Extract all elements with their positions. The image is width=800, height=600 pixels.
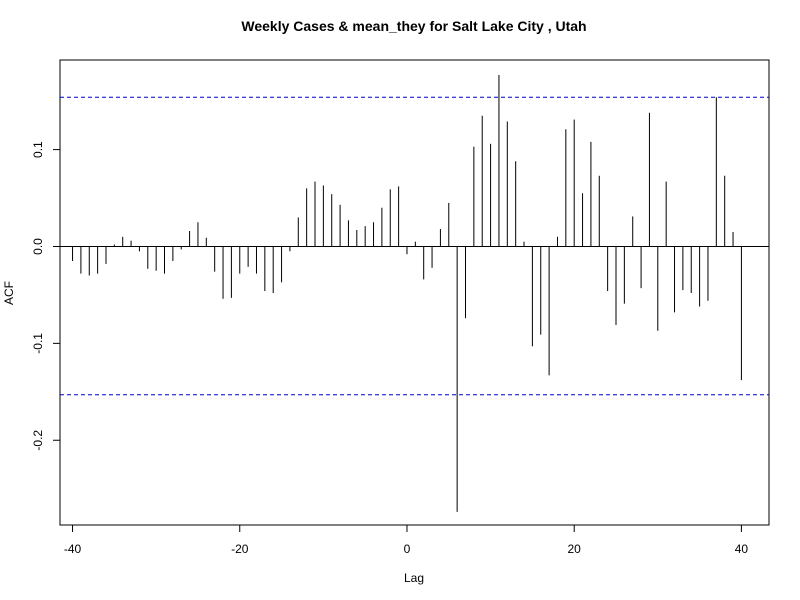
y-tick-label: -0.2 bbox=[31, 430, 45, 451]
y-tick-label: -0.1 bbox=[31, 333, 45, 354]
chart-title: Weekly Cases & mean_they for Salt Lake C… bbox=[241, 18, 586, 34]
x-tick-label: -20 bbox=[231, 542, 249, 556]
x-axis: -40 -20 0 20 40 bbox=[64, 524, 749, 556]
plot-frame bbox=[59, 59, 770, 526]
x-tick-label: -40 bbox=[64, 542, 82, 556]
x-tick-label: 20 bbox=[568, 542, 582, 556]
x-tick-label: 0 bbox=[404, 542, 411, 556]
y-axis-label: ACF bbox=[2, 281, 16, 305]
x-tick-label: 40 bbox=[735, 542, 749, 556]
y-axis: -0.2 -0.1 0.0 0.1 bbox=[31, 141, 61, 451]
confidence-bounds bbox=[60, 96, 769, 396]
y-tick-label: 0.0 bbox=[31, 238, 45, 255]
x-axis-label: Lag bbox=[404, 571, 424, 585]
acf-bars bbox=[72, 75, 742, 512]
y-tick-label: 0.1 bbox=[31, 141, 45, 158]
